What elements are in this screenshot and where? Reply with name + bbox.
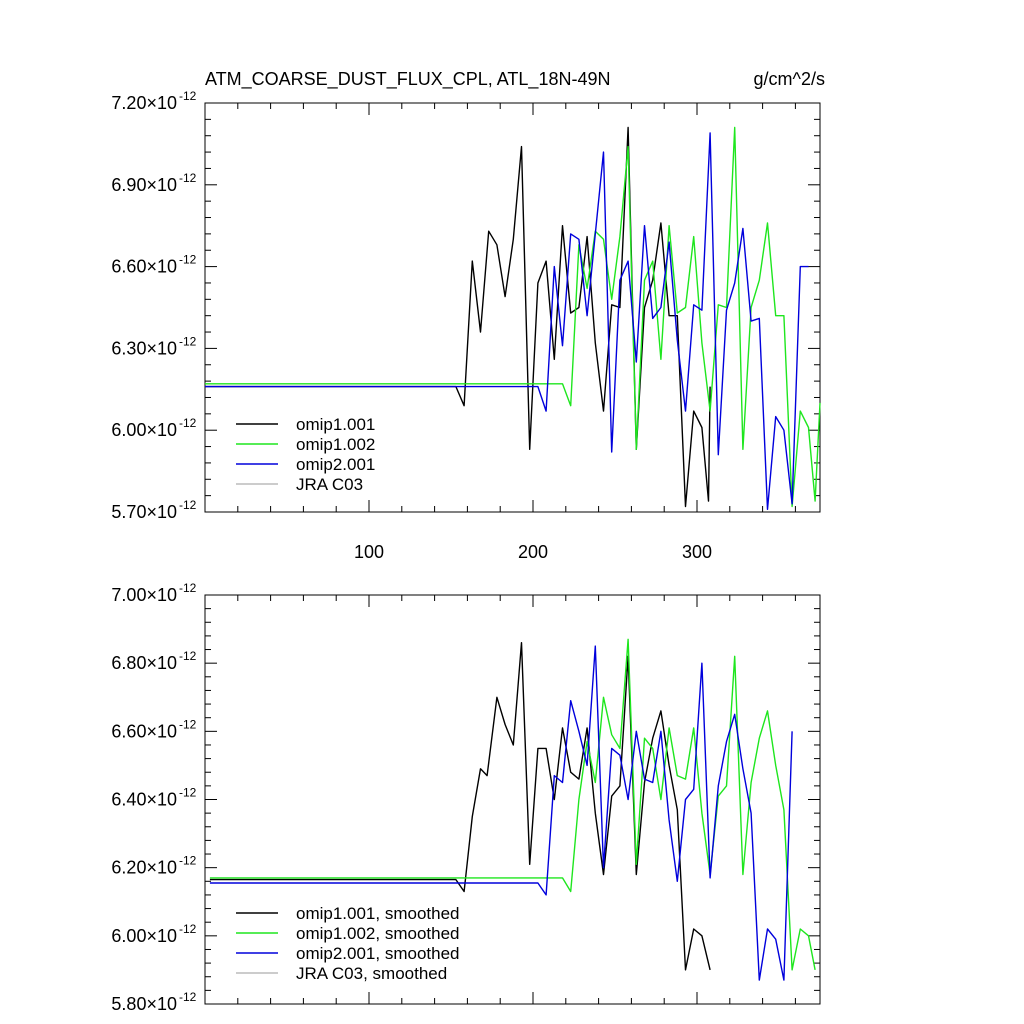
legend-label: JRA C03 [296,475,363,494]
y-tick-label: 7.20×10 [111,93,177,113]
y-tick-label: 7.00×10 [111,585,177,605]
legend-label: omip2.001 [296,455,375,474]
y-tick-exponent: -12 [179,416,197,430]
plot-frame [204,102,821,513]
series-line-omip1-001 [209,642,711,971]
y-tick-exponent: -12 [179,498,197,512]
y-tick-label: 6.80×10 [111,653,177,673]
legend-label: omip1.001, smoothed [296,904,460,923]
x-tick-label: 300 [682,542,712,562]
y-tick-exponent: -12 [179,649,197,663]
legend-label: JRA C03, smoothed [296,964,447,983]
top-panel: 5.70×10 -126.00×10 -126.30×10 -126.60×10 -12… [111,89,821,562]
legend-label: omip1.002 [296,435,375,454]
y-tick-label: 6.20×10 [111,858,177,878]
series-line-omip1-002 [209,638,816,971]
y-tick-label: 6.60×10 [111,721,177,741]
legend-label: omip2.001, smoothed [296,944,460,963]
series-line-omip1-002 [205,126,821,508]
y-tick-label: 5.80×10 [111,994,177,1014]
y-tick-exponent: -12 [179,990,197,1004]
y-tick-exponent: -12 [179,581,197,595]
x-tick-label: 100 [354,542,384,562]
chart-title: ATM_COARSE_DUST_FLUX_CPL, ATL_18N-49N [205,69,610,90]
y-tick-exponent: -12 [179,89,197,103]
series-line-omip2-001 [205,132,809,510]
legend-label: omip1.002, smoothed [296,924,460,943]
y-tick-label: 6.90×10 [111,175,177,195]
y-tick-label: 5.70×10 [111,502,177,522]
series-line-omip1-001 [205,126,711,508]
x-tick-label: 200 [518,542,548,562]
y-tick-exponent: -12 [179,253,197,267]
y-tick-exponent: -12 [179,171,197,185]
y-tick-label: 6.00×10 [111,926,177,946]
y-tick-label: 6.00×10 [111,420,177,440]
y-tick-exponent: -12 [179,854,197,868]
y-tick-exponent: -12 [179,334,197,348]
chart-units: g/cm^2/s [754,69,825,89]
series-line-omip2-001 [209,645,793,981]
bottom-panel: 5.80×10 -126.00×10 -126.20×10 -126.40×10 -12… [111,581,821,1014]
y-tick-exponent: -12 [179,922,197,936]
y-tick-label: 6.60×10 [111,257,177,277]
y-tick-exponent: -12 [179,717,197,731]
y-tick-label: 6.30×10 [111,338,177,358]
y-tick-exponent: -12 [179,786,197,800]
y-tick-label: 6.40×10 [111,790,177,810]
legend-label: omip1.001 [296,415,375,434]
